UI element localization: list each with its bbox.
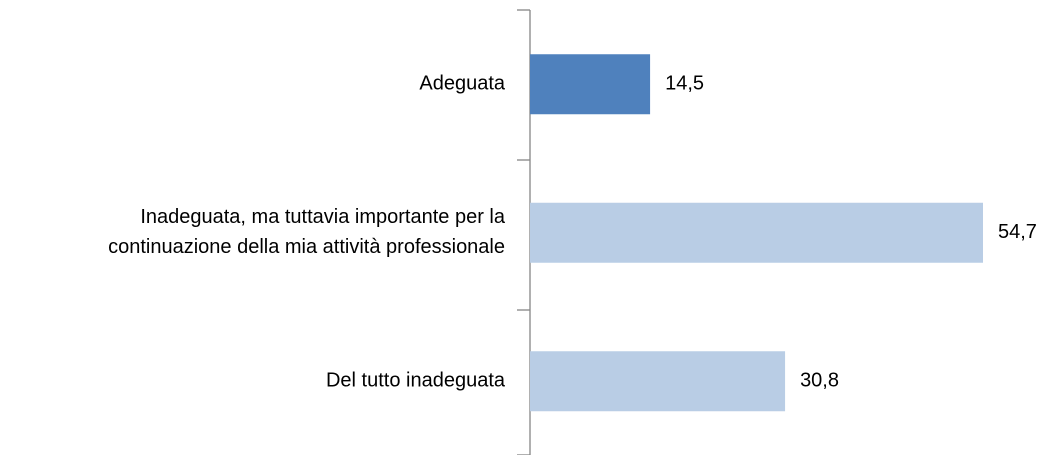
value-label: 54,7	[998, 221, 1037, 243]
category-label: Inadeguata, ma tuttavia importante per l…	[108, 206, 506, 258]
value-label: 14,5	[665, 73, 704, 95]
bar	[530, 351, 786, 412]
bar	[530, 54, 651, 115]
bar	[530, 202, 983, 263]
category-label: Adeguata	[419, 73, 506, 95]
category-label: Del tutto inadeguata	[326, 370, 506, 392]
value-label: 30,8	[800, 370, 839, 392]
